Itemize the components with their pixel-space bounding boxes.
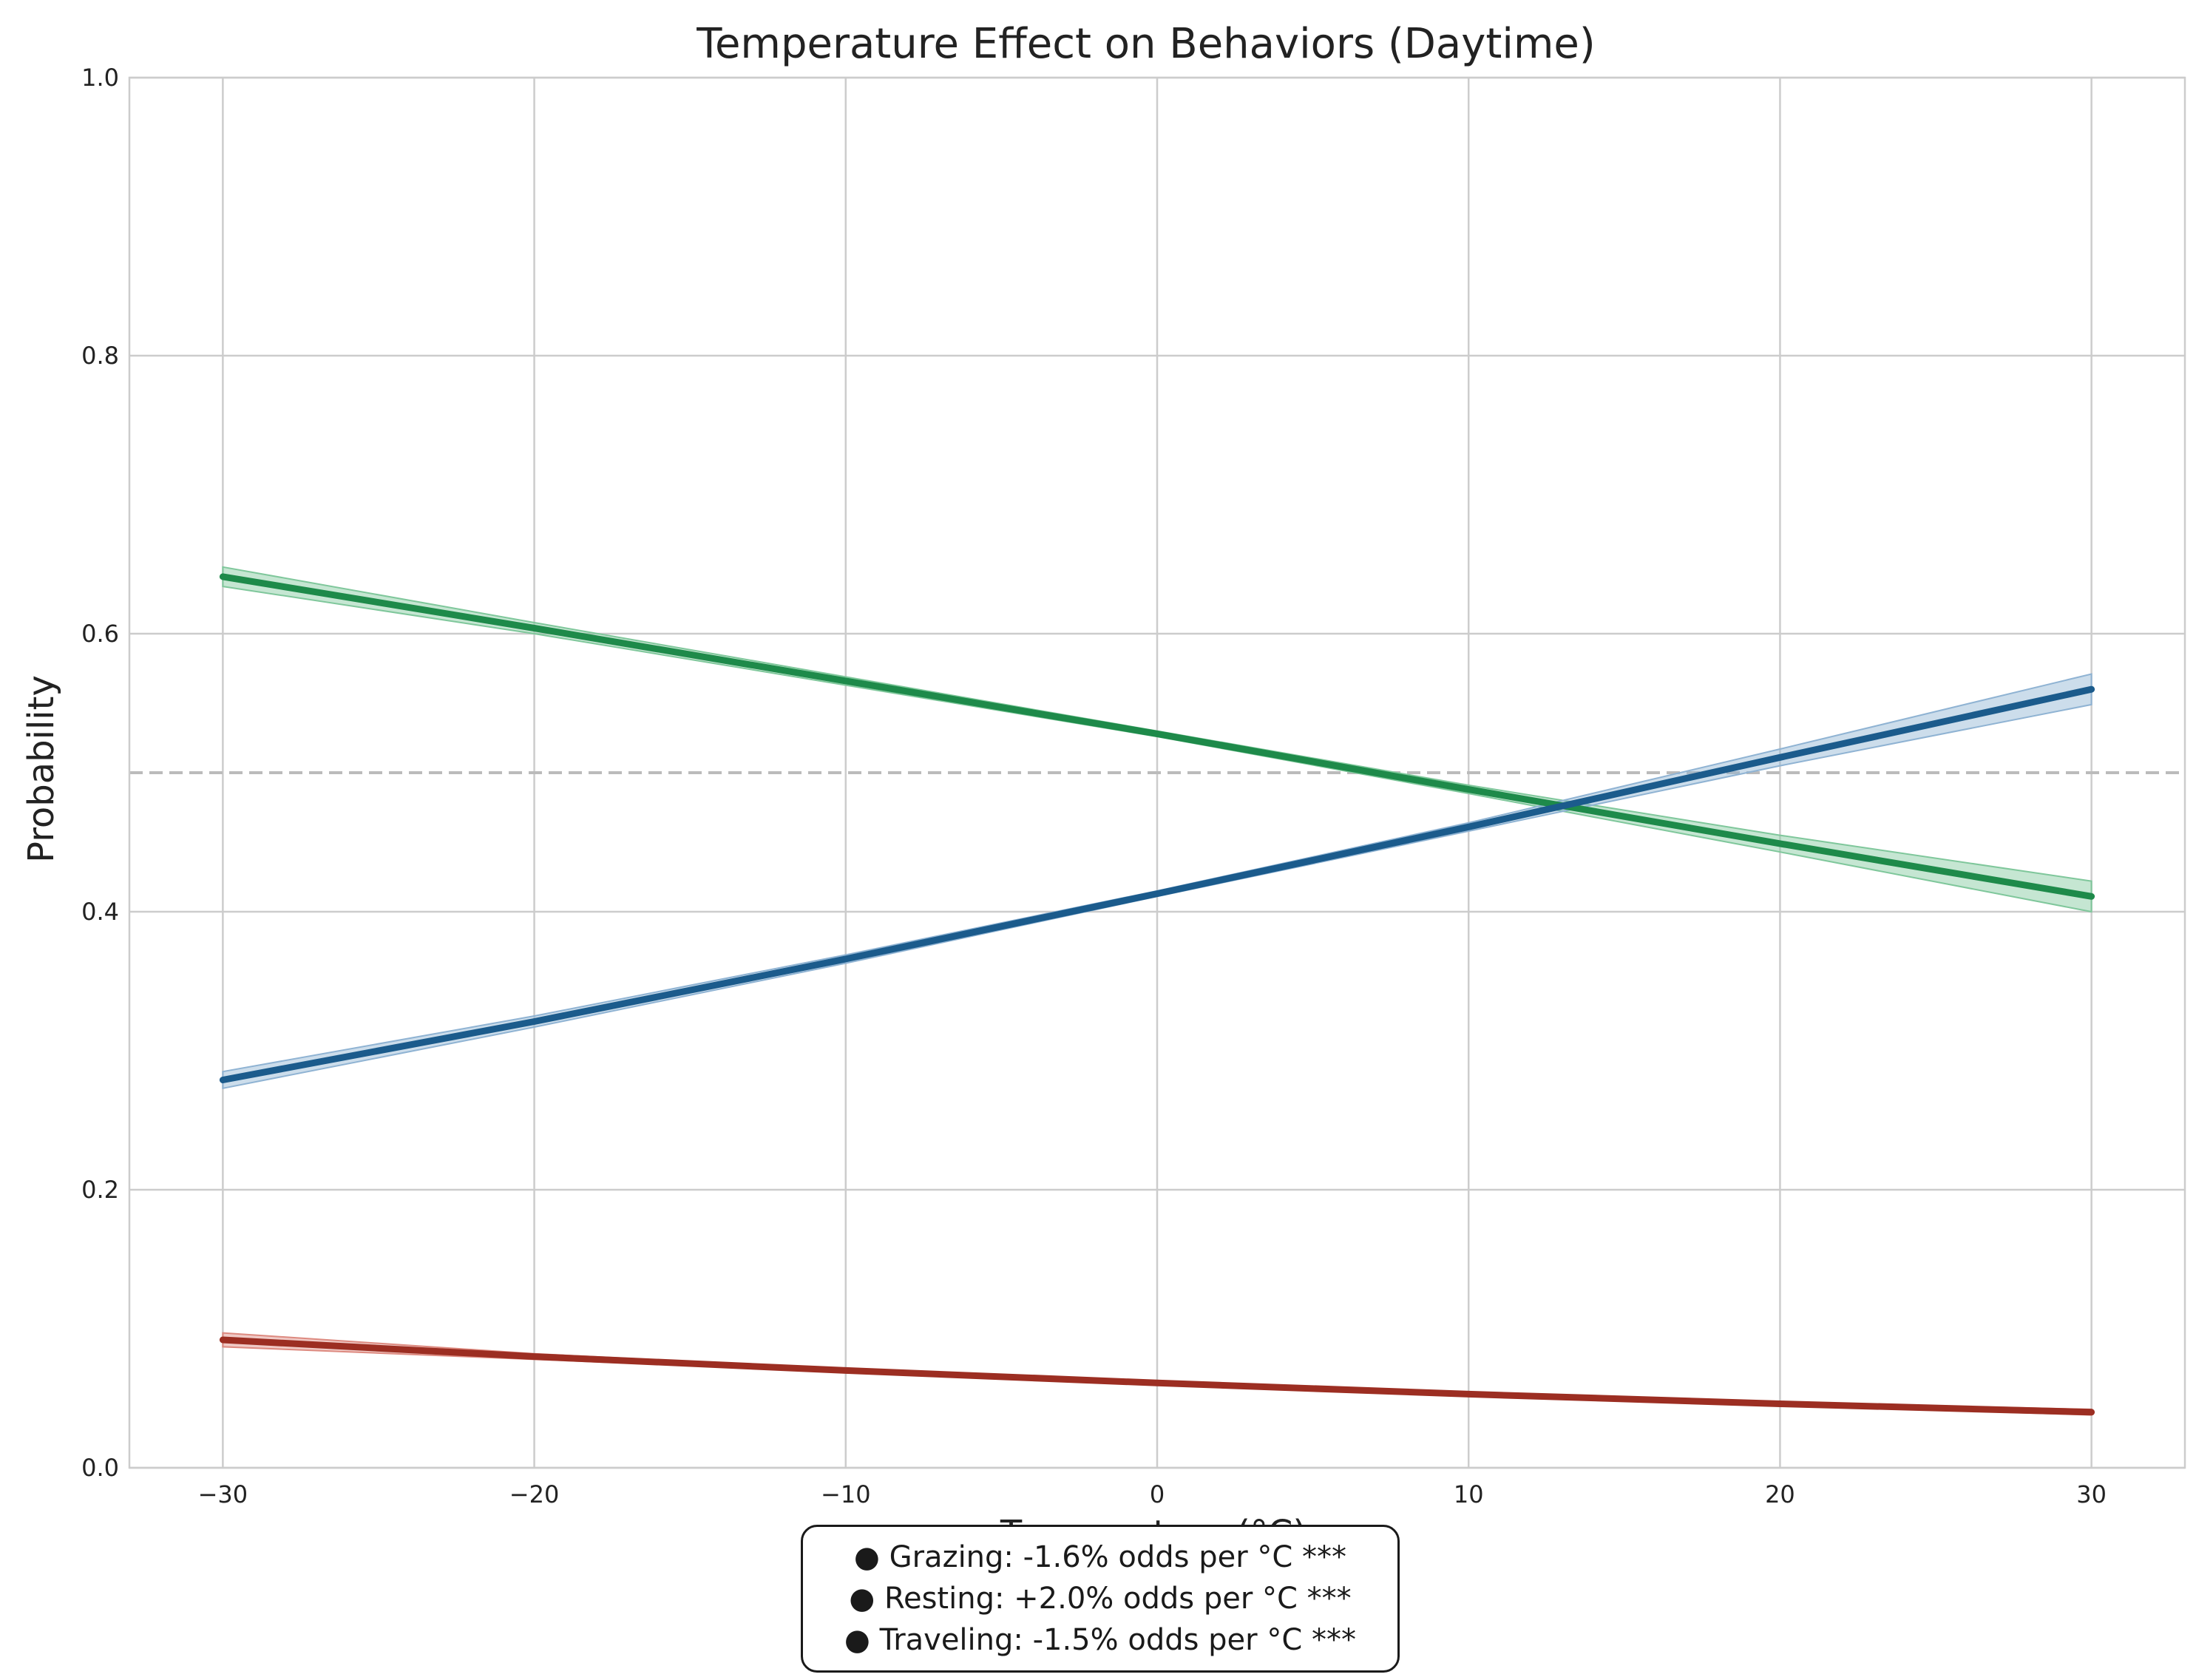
- traveling-line: [219, 1336, 2095, 1416]
- y-axis-label: Probability: [21, 675, 62, 863]
- annotation-box: ● Grazing: -1.6% odds per °C *** ● Resti…: [801, 1525, 1400, 1673]
- annotation-traveling: ● Traveling: -1.5% odds per °C ***: [844, 1623, 1356, 1657]
- x-tick-label: 30: [2076, 1480, 2107, 1508]
- chart-title: Temperature Effect on Behaviors (Daytime…: [696, 20, 1595, 68]
- resting-line: [219, 685, 2095, 1083]
- annotation-resting: ● Resting: +2.0% odds per °C ***: [849, 1582, 1352, 1616]
- x-tick-label: −10: [821, 1480, 871, 1508]
- annotation-grazing: ● Grazing: -1.6% odds per °C ***: [854, 1540, 1346, 1574]
- series-lines: [219, 573, 2095, 1416]
- y-tick-label: 0.4: [81, 898, 119, 926]
- y-tick-label: 0.0: [81, 1454, 119, 1482]
- plot-frame: [128, 76, 2186, 1469]
- x-tick-label: 20: [1765, 1480, 1795, 1508]
- y-tick-label: 0.6: [81, 620, 119, 648]
- x-tick-label: −20: [509, 1480, 560, 1508]
- tick-labels: −30 −20 −10 0 10 20 30 0.0 0.2 0.4 0.6 0.8 1.0: [81, 64, 2107, 1508]
- y-tick-label: 1.0: [81, 64, 119, 92]
- x-tick-label: 0: [1150, 1480, 1165, 1508]
- grazing-line: [219, 573, 2095, 900]
- y-tick-label: 0.8: [81, 342, 119, 370]
- y-tick-label: 0.2: [81, 1176, 119, 1204]
- x-tick-label: 10: [1454, 1480, 1484, 1508]
- x-tick-label: −30: [198, 1480, 248, 1508]
